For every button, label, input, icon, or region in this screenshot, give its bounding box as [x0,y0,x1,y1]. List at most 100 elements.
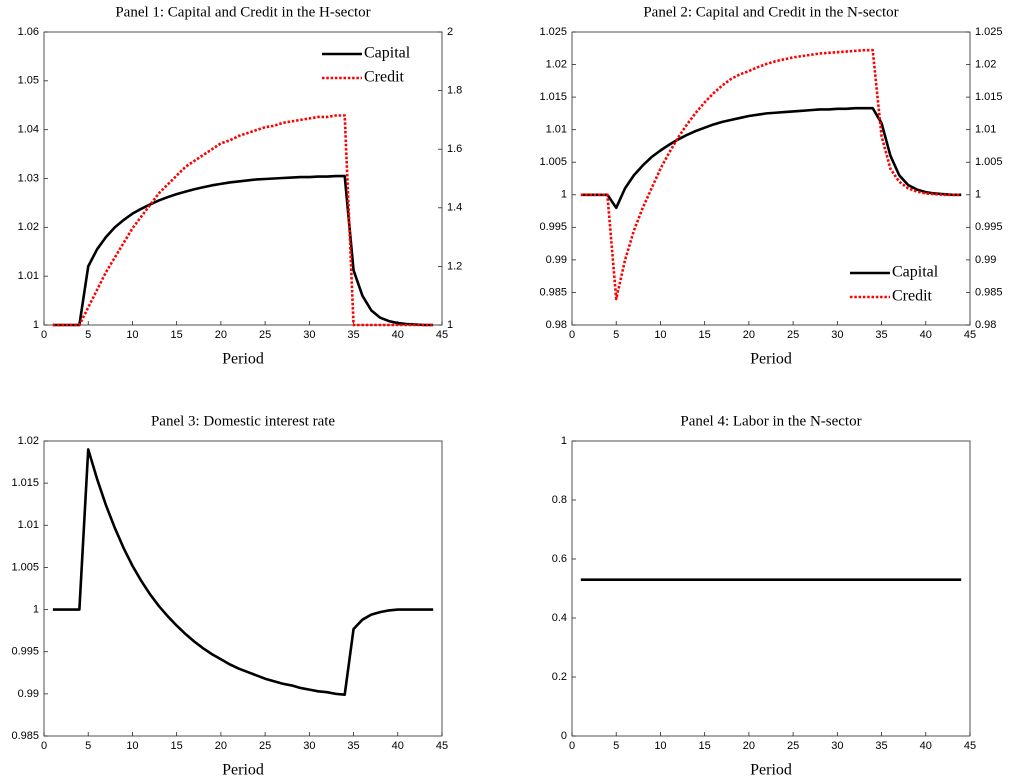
data-line [580,48,962,301]
y-tick-label: 0.995 [539,221,567,233]
y-tick-label: 1.04 [18,124,39,136]
y-tick-label: 1.015 [539,91,567,103]
y-tick-label: 1.05 [18,75,39,87]
x-tick-label: 5 [85,740,91,752]
y-tick-label: 0.99 [18,688,39,700]
x-tick-label: 35 [875,329,887,341]
y-tick-label: 1.02 [18,221,39,233]
y-tick-label: 1 [33,319,39,331]
y-tick-label: 1.03 [18,172,39,184]
y2-tick-label: 1.8 [447,85,462,97]
y2-tick-label: 1 [447,319,453,331]
x-tick-label: 35 [347,329,359,341]
x-tick-label: 20 [215,329,227,341]
y-tick-label: 1 [33,603,39,615]
y-tick-label: 0 [561,730,567,742]
y2-tick-label: 1.015 [975,91,1003,103]
x-tick-label: 20 [215,740,227,752]
y-tick-label: 1.06 [18,26,39,38]
x-tick-label: 15 [699,740,711,752]
x-tick-label: 25 [787,740,799,752]
y-tick-label: 1.015 [11,477,39,489]
y-tick-label: 1.005 [539,156,567,168]
x-tick-label: 0 [41,740,47,752]
y-tick-label: 0.6 [552,553,567,565]
x-tick-label: 45 [436,740,448,752]
x-tick-label: 45 [436,329,448,341]
y-tick-label: 0.8 [552,494,567,506]
y2-tick-label: 0.995 [975,221,1003,233]
y2-tick-label: 2 [447,26,453,38]
y-tick-label: 1.02 [546,58,567,70]
y-tick-label: 1.01 [18,270,39,282]
chart-title: Panel 4: Labor in the N-sector [680,413,861,429]
legend-label: Credit [892,288,933,305]
x-tick-label: 30 [831,740,843,752]
data-line [52,114,434,327]
x-tick-label: 30 [303,740,315,752]
y-tick-label: 1 [561,435,567,447]
x-tick-label: 45 [964,740,976,752]
y2-tick-label: 1.005 [975,156,1003,168]
y-tick-label: 0.985 [539,286,567,298]
y-tick-label: 1.005 [11,561,39,573]
x-tick-label: 40 [920,329,932,341]
x-tick-label: 15 [699,329,711,341]
x-tick-label: 5 [613,329,619,341]
y2-tick-label: 0.98 [975,319,996,331]
y-tick-label: 1.01 [546,124,567,136]
y2-tick-label: 1.02 [975,58,996,70]
x-tick-label: 5 [85,329,91,341]
x-tick-label: 0 [41,329,47,341]
y-tick-label: 1.01 [18,519,39,531]
x-axis-label: Period [222,762,264,779]
x-tick-label: 15 [171,329,183,341]
x-tick-label: 20 [743,329,755,341]
legend-label: Capital [364,45,411,62]
data-line [52,174,434,327]
y-tick-label: 0.4 [552,612,567,624]
x-tick-label: 30 [831,329,843,341]
y2-tick-label: 1.6 [447,143,462,155]
chart-title: Panel 2: Capital and Credit in the N-sec… [643,4,898,20]
chart-title: Panel 3: Domestic interest rate [151,413,335,429]
x-tick-label: 25 [259,329,271,341]
x-tick-label: 0 [569,329,575,341]
x-tick-label: 0 [569,740,575,752]
plot-area [43,440,443,737]
x-tick-label: 10 [654,329,666,341]
y-tick-label: 0.98 [546,319,567,331]
legend-label: Capital [892,264,939,281]
y2-tick-label: 1.2 [447,260,462,272]
x-tick-label: 20 [743,740,755,752]
x-tick-label: 35 [347,740,359,752]
x-tick-label: 45 [964,329,976,341]
x-tick-label: 10 [126,740,138,752]
y2-tick-label: 0.985 [975,286,1003,298]
y-tick-label: 1.025 [539,26,567,38]
y-tick-label: 0.985 [11,730,39,742]
y2-tick-label: 1.01 [975,124,996,136]
x-axis-label: Period [750,762,792,779]
plot-area [43,31,443,326]
x-tick-label: 40 [920,740,932,752]
y2-tick-label: 1.025 [975,26,1003,38]
x-tick-label: 40 [392,740,404,752]
y2-tick-label: 1 [975,189,981,201]
y-tick-label: 0.2 [552,671,567,683]
data-line [580,106,962,210]
x-tick-label: 25 [787,329,799,341]
x-tick-label: 15 [171,740,183,752]
x-axis-label: Period [222,351,264,368]
y-tick-label: 1.02 [18,435,39,447]
x-tick-label: 40 [392,329,404,341]
chart-title: Panel 1: Capital and Credit in the H-sec… [115,4,370,20]
plot-area [571,440,971,737]
x-tick-label: 10 [126,329,138,341]
x-tick-label: 30 [303,329,315,341]
x-tick-label: 5 [613,740,619,752]
x-tick-label: 35 [875,740,887,752]
x-axis-label: Period [750,351,792,368]
y-tick-label: 0.99 [546,254,567,266]
